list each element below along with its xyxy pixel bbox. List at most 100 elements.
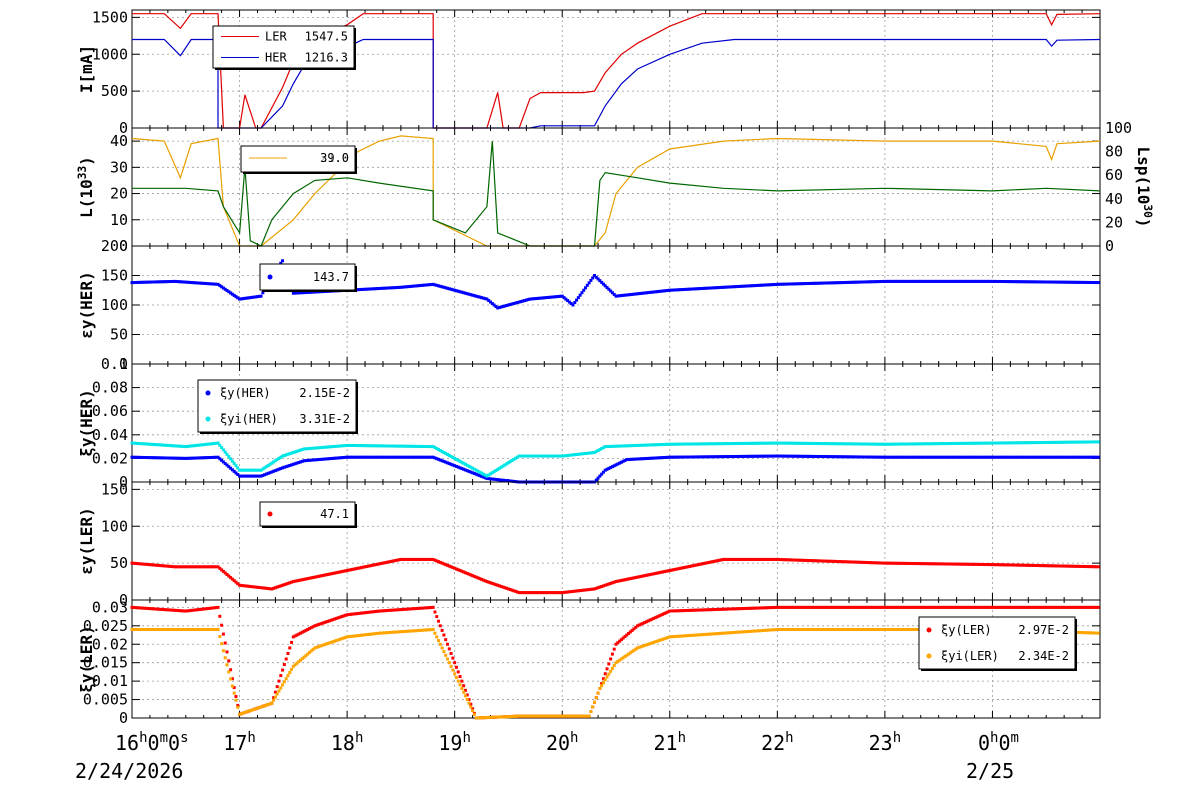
data-point (1019, 563, 1023, 567)
data-point (897, 628, 901, 631)
data-point (987, 563, 991, 567)
data-point (772, 441, 776, 445)
data-point (1019, 441, 1023, 445)
data-point (806, 605, 810, 609)
data-point (365, 287, 369, 291)
y-tick-label: 500 (101, 82, 128, 100)
data-point (279, 455, 283, 459)
data-point (766, 628, 770, 632)
data-point (869, 455, 873, 459)
data-point (203, 628, 207, 631)
data-point (1068, 455, 1072, 459)
data-point (273, 459, 277, 463)
data-point (831, 442, 835, 446)
data-point (471, 709, 475, 713)
data-point (980, 455, 984, 459)
data-point (198, 443, 202, 447)
data-point (713, 632, 717, 636)
data-point (947, 605, 951, 609)
data-point (888, 605, 892, 609)
data-point (402, 285, 406, 289)
data-point (1007, 280, 1011, 284)
data-point (309, 446, 313, 450)
data-point (888, 442, 892, 446)
data-point (980, 279, 984, 283)
data-point (938, 279, 942, 283)
data-point (413, 607, 417, 611)
data-point (876, 455, 880, 459)
data-point (632, 444, 636, 448)
data-point (919, 455, 923, 459)
data-point (401, 285, 405, 289)
data-point (1026, 563, 1030, 567)
data-point (503, 304, 507, 308)
data-point (775, 605, 779, 609)
data-point (553, 591, 557, 595)
data-point (187, 456, 191, 460)
data-point (644, 643, 648, 647)
data-point (904, 442, 908, 446)
data-point (349, 634, 353, 638)
data-point (313, 575, 317, 579)
data-point (747, 629, 751, 633)
data-point (623, 293, 627, 297)
data-point (800, 558, 804, 562)
y-axis-label: I[mA] (77, 45, 96, 93)
data-point (738, 284, 742, 288)
data-point (976, 279, 980, 283)
data-point (1050, 455, 1054, 459)
data-point (605, 467, 609, 471)
data-point (146, 280, 150, 284)
data-point (670, 288, 674, 292)
data-point (209, 565, 213, 569)
data-point (627, 577, 631, 581)
data-point (417, 557, 421, 561)
legend-name: LER (265, 30, 287, 44)
data-point (1030, 605, 1034, 609)
data-point (239, 712, 243, 716)
data-point (732, 285, 736, 289)
data-point (1057, 280, 1061, 284)
data-point (1093, 281, 1097, 285)
data-point (517, 714, 521, 718)
data-point (445, 563, 449, 567)
data-point (411, 444, 415, 448)
data-point (842, 628, 846, 631)
data-point (503, 586, 507, 590)
data-point (1076, 280, 1080, 284)
data-point (264, 472, 268, 476)
data-point (189, 456, 193, 460)
data-point (677, 455, 681, 459)
data-point (377, 562, 381, 566)
data-point (946, 605, 950, 609)
data-point (497, 466, 501, 470)
data-point (254, 474, 258, 478)
data-point (811, 628, 815, 631)
data-point (1001, 280, 1005, 284)
data-point (189, 608, 193, 612)
data-point (584, 451, 588, 455)
data-point (886, 442, 890, 446)
data-point (655, 443, 659, 447)
data-point (774, 628, 778, 632)
data-point (1085, 455, 1089, 459)
data-point (383, 286, 387, 290)
data-point (854, 280, 858, 284)
data-point (316, 645, 320, 649)
data-point (139, 562, 143, 566)
data-point (944, 455, 948, 459)
data-point (949, 562, 953, 566)
data-point (221, 649, 225, 653)
data-point (1003, 280, 1007, 284)
data-point (682, 609, 686, 613)
data-point (906, 561, 910, 565)
data-point (878, 442, 882, 446)
data-point (474, 575, 478, 579)
data-point (157, 456, 161, 460)
data-point (809, 628, 813, 631)
data-point (689, 564, 693, 568)
data-point (738, 557, 742, 561)
data-point (1060, 455, 1064, 459)
data-point (236, 296, 240, 300)
data-point (438, 560, 442, 564)
